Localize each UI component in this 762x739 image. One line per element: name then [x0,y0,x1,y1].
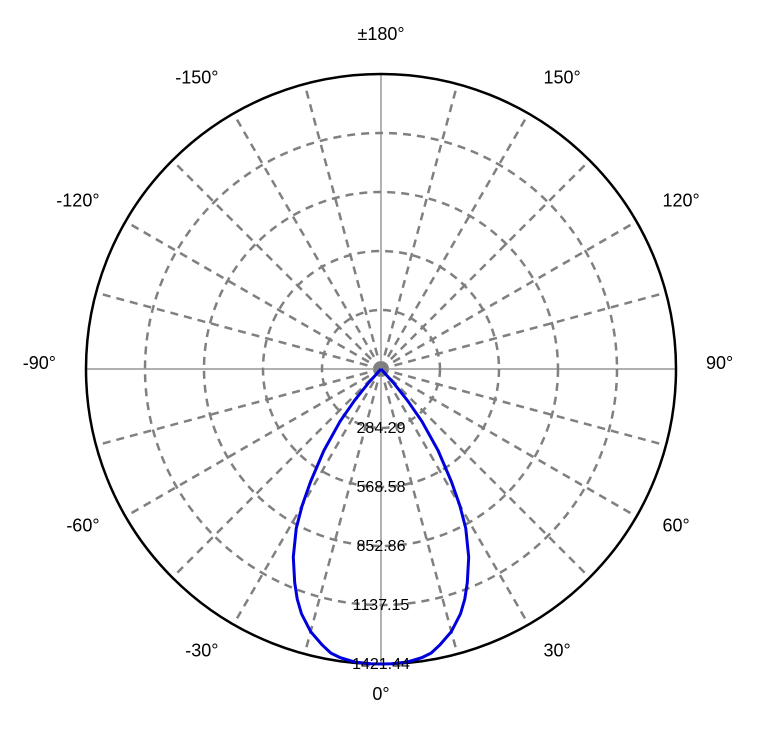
grid-spoke [305,84,381,369]
grid-spoke [381,369,590,578]
radial-label: 568.58 [357,479,406,496]
angle-label: -120° [56,191,99,211]
radial-label: 1137.15 [353,597,410,614]
grid-spoke [234,114,382,369]
grid-spoke [381,160,590,369]
grid-spoke [172,160,381,369]
grid-spoke [381,369,529,624]
polar-chart: 284.29 568.58 852.86 1137.15 1421.44 ±180° 150… [0,0,762,739]
angle-label: -150° [175,68,218,88]
grid-spoke [381,84,457,369]
radial-label: 284.29 [357,420,406,437]
grid-spoke [96,369,381,445]
angle-label: 30° [544,640,571,660]
grid-spoke [126,222,381,370]
angle-label: 120° [662,191,699,211]
grid-spoke [381,369,666,445]
grid-spoke [381,293,666,369]
radial-label: 852.86 [357,538,406,555]
radial-label: 1421.44 [352,656,410,673]
grid-spoke [96,293,381,369]
grid-spoke [172,369,381,578]
angle-label: -90° [23,353,56,373]
angle-label: 90° [706,353,733,373]
angle-label: 60° [662,516,689,536]
angle-label: ±180° [357,24,404,44]
grid-spoke [126,369,381,517]
angle-label: 150° [544,68,581,88]
grid-spoke [381,114,529,369]
grid-spoke [381,369,636,517]
polar-chart-container: 284.29 568.58 852.86 1137.15 1421.44 ±180° 150… [0,0,762,739]
angle-label: -30° [185,640,218,660]
angle-label: 0° [372,684,389,704]
grid-spoke [381,222,636,370]
angle-label: -60° [66,516,99,536]
grid-spoke [234,369,382,624]
